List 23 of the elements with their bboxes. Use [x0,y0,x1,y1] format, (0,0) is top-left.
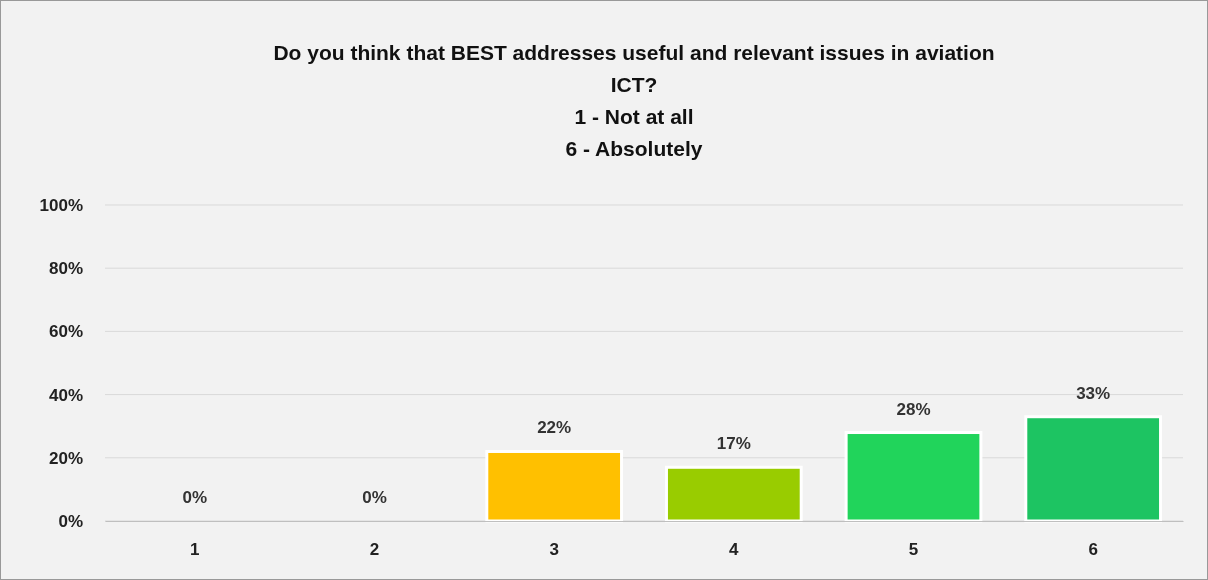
x-tick-label: 1 [190,540,200,560]
bar [844,431,983,523]
y-tick-label: 40% [48,385,83,405]
y-tick-label: 60% [48,322,83,342]
bar [485,449,624,523]
y-tick-label: 100% [39,195,83,215]
data-label: 17% [716,434,751,454]
x-tick-label: 5 [908,540,919,560]
data-label: 0% [182,488,208,507]
data-label: 33% [1076,383,1111,403]
x-tick-label: 6 [1088,540,1098,560]
y-tick-label: 0% [58,511,83,531]
x-tick-label: 3 [549,540,559,560]
data-label: 22% [537,418,572,438]
x-tick-label: 4 [729,540,740,560]
bar [664,465,803,523]
data-label: 28% [896,399,931,419]
y-tick-label: 80% [48,259,83,279]
y-tick-label: 20% [48,448,83,468]
x-tick-label: 2 [369,540,380,560]
data-label: 0% [362,488,387,507]
chart-title: Do you think that BEST addresses useful and relevant issues in aviation ICT? 1 - Not at all 6 - Absolutely [273,41,995,160]
bar [1024,415,1163,523]
